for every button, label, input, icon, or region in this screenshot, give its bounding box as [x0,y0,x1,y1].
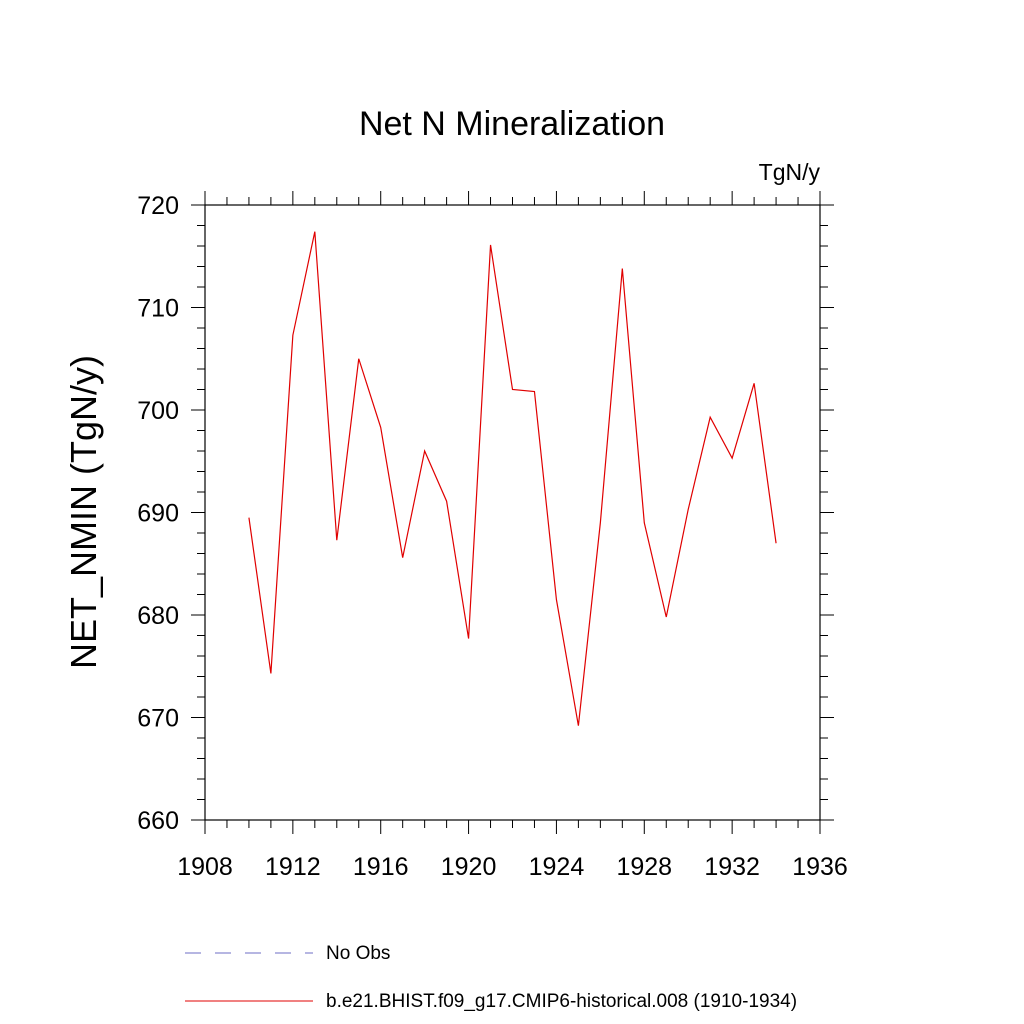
x-tick-label: 1936 [792,853,848,881]
y-tick-label: 700 [137,397,179,425]
x-tick-label: 1932 [704,853,760,881]
x-tick-label: 1920 [441,853,497,881]
legend-label-no-obs: No Obs [326,943,390,964]
units-label: TgN/y [759,159,821,185]
plot-frame [204,204,821,821]
y-tick-label: 720 [137,192,179,220]
x-tick-label: 1916 [353,853,409,881]
y-axis-ticks: 660 670 680 690 700 710 720 [137,192,834,835]
x-tick-label: 1912 [265,853,321,881]
x-axis-ticks: 1908 1912 1916 1920 1924 1928 1932 1936 [177,191,848,881]
x-tick-label: 1928 [616,853,672,881]
x-tick-label: 1908 [177,853,233,881]
legend: No Obs b.e21.BHIST.f09_g17.CMIP6-histori… [185,943,797,1012]
series-layer [248,231,777,726]
y-tick-label: 710 [137,295,179,323]
x-tick-label: 1924 [529,853,585,881]
y-tick-label: 660 [137,807,179,835]
y-tick-label: 670 [137,705,179,733]
legend-label-model: b.e21.BHIST.f09_g17.CMIP6-historical.008… [326,991,797,1012]
y-axis-label: NET_NMIN (TgN/y) [63,355,104,669]
chart-title: Net N Mineralization [359,105,665,143]
series-line-0 [248,231,777,726]
y-tick-label: 680 [137,602,179,630]
y-tick-label: 690 [137,500,179,528]
